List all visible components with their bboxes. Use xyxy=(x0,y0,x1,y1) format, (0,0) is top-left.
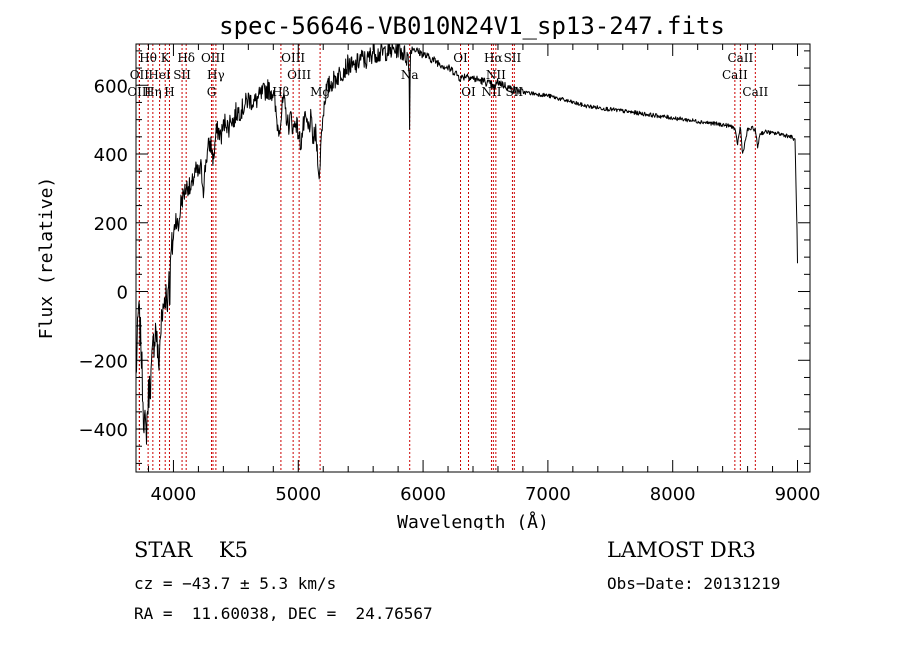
chart-title: spec-56646-VB010N24V1_sp13-247.fits xyxy=(219,12,725,40)
y-tick-label: 600 xyxy=(94,76,128,97)
x-axis-label: Wavelength (Å) xyxy=(397,511,549,530)
emission-line-markers xyxy=(138,44,756,472)
line-label: OI xyxy=(453,51,468,65)
line-label: Hη xyxy=(144,85,162,99)
line-label: K xyxy=(161,51,171,65)
line-label: G xyxy=(207,85,217,99)
line-label: Hγ xyxy=(207,68,225,82)
line-label: NII xyxy=(481,85,501,99)
line-label: OI xyxy=(461,85,476,99)
line-label: OIII xyxy=(127,85,151,99)
line-label: Hα xyxy=(484,51,503,65)
line-label: Na xyxy=(401,68,419,82)
line-label: Hθ xyxy=(139,51,157,65)
x-tick-label: 8000 xyxy=(650,484,696,505)
y-tick-label: 200 xyxy=(94,214,128,235)
axes: 4000 5000 6000 7000 8000 9000 −400 −200 0 200 400 6… xyxy=(79,44,821,505)
line-label: OIII xyxy=(287,68,311,82)
x-tick-label: 7000 xyxy=(525,484,571,505)
spectrum-line xyxy=(135,43,798,445)
line-label: SII xyxy=(504,51,522,65)
line-label: CaII xyxy=(742,85,768,99)
x-tick-label: 5000 xyxy=(275,484,321,505)
line-label: Hδ xyxy=(177,51,195,65)
plot-frame xyxy=(135,43,811,473)
observation-date: Obs−Date: 20131219 xyxy=(607,574,781,593)
line-label: CaII xyxy=(727,51,753,65)
line-label: SII xyxy=(173,68,191,82)
y-tick-label: 400 xyxy=(94,145,128,166)
line-label: NII xyxy=(486,68,506,82)
x-tick-label: 6000 xyxy=(400,484,446,505)
line-label: CaII xyxy=(722,68,748,82)
sky-coordinates: RA = 11.60038, DEC = 24.76567 xyxy=(134,604,433,623)
spectrum-line-layer xyxy=(135,43,798,445)
y-tick-label: 0 xyxy=(117,283,128,304)
x-tick-label: 9000 xyxy=(775,484,821,505)
line-label: HeI xyxy=(148,68,171,82)
y-tick-label: −200 xyxy=(79,351,128,372)
survey-name: LAMOST DR3 xyxy=(607,538,756,562)
y-tick-label: −400 xyxy=(79,420,128,441)
line-label: Hβ xyxy=(272,85,289,99)
y-axis-label: Flux (relative) xyxy=(36,177,57,340)
spectrum-chart: spec-56646-VB010N24V1_sp13-247.fits 4000… xyxy=(36,12,821,530)
line-label: H xyxy=(164,85,174,99)
line-label: Mg xyxy=(310,85,330,99)
x-tick-label: 4000 xyxy=(151,484,197,505)
line-label: OII xyxy=(130,68,150,82)
redshift-velocity: cz = −43.7 ± 5.3 km/s xyxy=(134,574,337,593)
line-label: SII xyxy=(505,85,523,99)
line-label: OIII xyxy=(201,51,225,65)
star-classification: STAR K5 xyxy=(134,538,248,562)
line-label: OIII xyxy=(281,51,305,65)
